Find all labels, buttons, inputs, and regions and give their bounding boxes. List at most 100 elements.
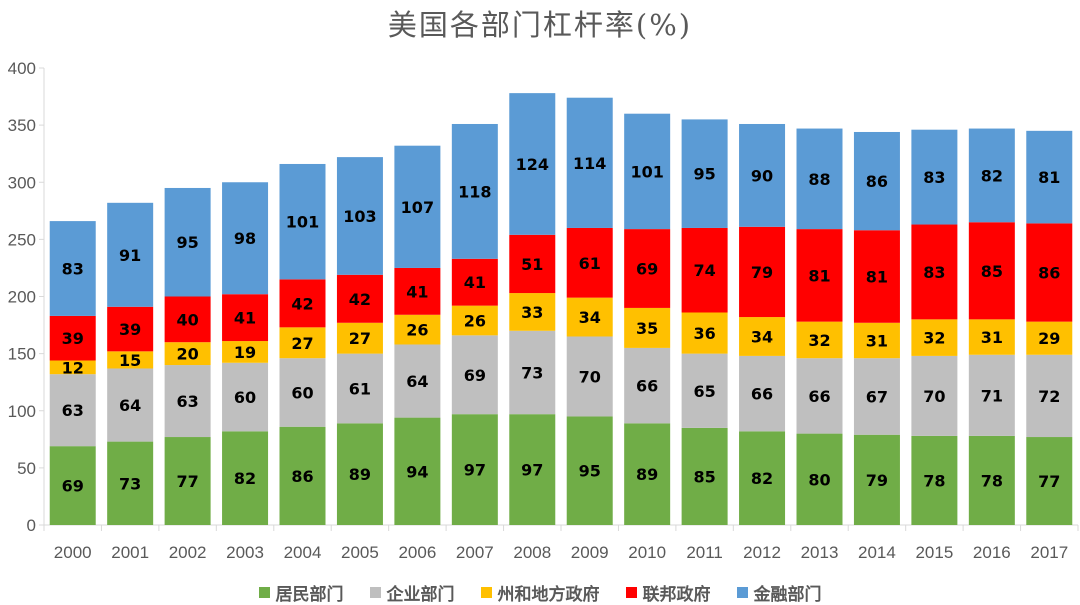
bar-segment — [394, 417, 441, 525]
bar-segment — [49, 221, 96, 316]
bar-segment — [681, 227, 728, 313]
data-label: 63 — [62, 401, 84, 420]
bar-segment — [222, 294, 269, 342]
bar-segment — [1026, 321, 1073, 355]
bar-segment — [107, 306, 154, 352]
data-label: 61 — [579, 254, 601, 273]
data-label: 60 — [291, 383, 313, 402]
x-tick-label: 2005 — [341, 543, 379, 562]
data-label: 83 — [923, 168, 945, 187]
bar-segment — [222, 341, 269, 363]
y-tick-label: 150 — [8, 345, 36, 364]
bar-segment — [336, 157, 383, 275]
data-label: 40 — [176, 310, 198, 329]
data-label: 88 — [808, 170, 830, 189]
data-label: 60 — [234, 388, 256, 407]
bar-segment — [394, 344, 441, 418]
data-label: 82 — [751, 469, 773, 488]
data-label: 97 — [464, 461, 486, 480]
data-label: 82 — [234, 469, 256, 488]
bars-layer — [49, 93, 1073, 525]
legend-item: 居民部门 — [258, 580, 344, 605]
data-label: 81 — [808, 266, 830, 285]
data-label: 26 — [464, 311, 486, 330]
bar-segment — [796, 229, 843, 322]
bar-segment — [853, 131, 900, 231]
bar-segment — [394, 267, 441, 315]
data-label: 39 — [119, 320, 141, 339]
bar-segment — [796, 358, 843, 434]
data-label: 64 — [119, 396, 141, 415]
bar-segment — [911, 224, 958, 320]
data-label: 89 — [636, 465, 658, 484]
bar-segment — [681, 353, 728, 428]
legend-item: 州和地方政府 — [480, 580, 600, 605]
legend-label: 企业部门 — [386, 585, 455, 605]
bar-segment — [451, 414, 498, 525]
bar-segment — [853, 358, 900, 435]
y-tick-label: 100 — [8, 402, 36, 421]
data-label: 74 — [693, 261, 715, 280]
x-tick-label: 2016 — [973, 543, 1011, 562]
bar-segment — [681, 427, 728, 525]
data-label: 77 — [176, 472, 198, 491]
data-label: 19 — [234, 343, 256, 362]
bar-segment — [911, 129, 958, 225]
bar-segment — [853, 434, 900, 525]
bar-segment — [279, 163, 326, 280]
data-label: 103 — [343, 207, 376, 226]
data-label: 51 — [521, 255, 543, 274]
bar-segment — [853, 322, 900, 359]
bar-segment — [49, 446, 96, 525]
bar-segment — [739, 355, 786, 432]
x-tick-label: 2015 — [915, 543, 953, 562]
data-label: 79 — [866, 471, 888, 490]
bar-segment — [451, 335, 498, 415]
bar-segment — [107, 441, 154, 525]
x-tick-label: 2012 — [743, 543, 781, 562]
bar-segment — [222, 362, 269, 432]
bar-segment — [164, 187, 211, 297]
bar-segment — [336, 274, 383, 323]
data-label: 41 — [234, 309, 256, 328]
x-tick-label: 2017 — [1030, 543, 1068, 562]
bar-segment — [1026, 437, 1073, 525]
y-tick-label: 350 — [8, 116, 36, 135]
data-label: 107 — [401, 198, 434, 217]
data-label: 66 — [808, 387, 830, 406]
bar-segment — [509, 234, 556, 294]
legend-swatch — [369, 587, 381, 598]
x-tick-label: 2013 — [801, 543, 839, 562]
data-label: 114 — [573, 154, 606, 173]
bar-segment — [911, 355, 958, 436]
bar-segment — [566, 416, 613, 525]
data-label: 79 — [751, 263, 773, 282]
data-label: 83 — [923, 263, 945, 282]
data-label: 41 — [464, 273, 486, 292]
data-label: 81 — [866, 268, 888, 287]
data-label: 95 — [693, 165, 715, 184]
legend-swatch — [258, 587, 270, 598]
legend: 居民部门 企业部门 州和地方政府 联邦政府 金融部门 — [0, 580, 1080, 605]
legend-item: 联邦政府 — [625, 580, 711, 605]
data-label: 12 — [62, 358, 84, 377]
data-label: 95 — [579, 462, 601, 481]
data-label: 35 — [636, 319, 658, 338]
x-tick-label: 2008 — [513, 543, 551, 562]
bar-segment — [796, 433, 843, 525]
data-label: 41 — [406, 282, 428, 301]
bar-segment — [107, 202, 154, 307]
legend-swatch — [480, 587, 492, 598]
data-label: 42 — [349, 290, 371, 309]
bar-segment — [164, 437, 211, 525]
bar-segment — [968, 128, 1015, 223]
y-tick-label: 300 — [8, 173, 36, 192]
bar-segment — [968, 435, 1015, 525]
data-label: 63 — [176, 392, 198, 411]
bar-segment — [739, 226, 786, 318]
bar-segment — [739, 123, 786, 227]
data-label: 86 — [291, 467, 313, 486]
data-label: 61 — [349, 379, 371, 398]
data-label: 97 — [521, 461, 543, 480]
